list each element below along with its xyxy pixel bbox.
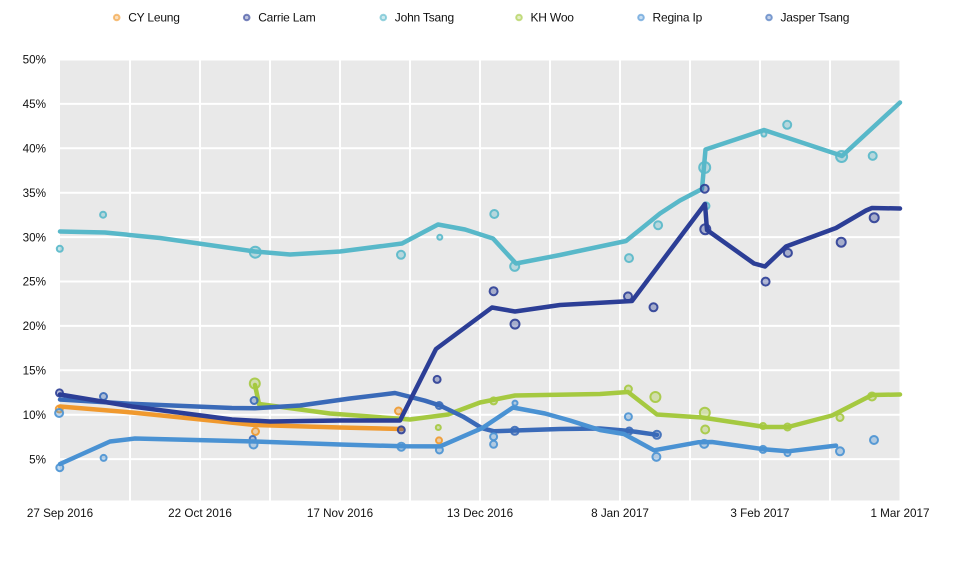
svg-text:1 Mar 2017: 1 Mar 2017 — [870, 507, 929, 520]
svg-text:17 Nov 2016: 17 Nov 2016 — [307, 507, 373, 520]
svg-text:25%: 25% — [23, 276, 46, 289]
svg-text:Carrie Lam: Carrie Lam — [258, 11, 316, 25]
svg-text:John Tsang: John Tsang — [395, 11, 454, 25]
svg-text:13 Dec 2016: 13 Dec 2016 — [447, 507, 513, 520]
svg-text:22 Oct 2016: 22 Oct 2016 — [168, 507, 232, 520]
svg-text:35%: 35% — [23, 187, 46, 200]
svg-text:45%: 45% — [23, 98, 46, 111]
svg-text:27 Sep 2016: 27 Sep 2016 — [27, 507, 93, 520]
svg-text:KH Woo: KH Woo — [531, 11, 575, 25]
svg-text:50%: 50% — [23, 54, 46, 67]
svg-text:3 Feb 2017: 3 Feb 2017 — [730, 507, 789, 520]
svg-text:CY Leung: CY Leung — [128, 11, 180, 25]
svg-text:20%: 20% — [23, 320, 46, 333]
svg-text:30%: 30% — [23, 231, 46, 244]
svg-text:8 Jan 2017: 8 Jan 2017 — [591, 507, 649, 520]
svg-text:Regina Ip: Regina Ip — [653, 11, 703, 25]
svg-text:Jasper Tsang: Jasper Tsang — [781, 11, 850, 25]
svg-text:15%: 15% — [23, 365, 46, 378]
svg-text:5%: 5% — [29, 453, 46, 466]
svg-text:10%: 10% — [23, 409, 46, 422]
svg-text:40%: 40% — [23, 143, 46, 156]
